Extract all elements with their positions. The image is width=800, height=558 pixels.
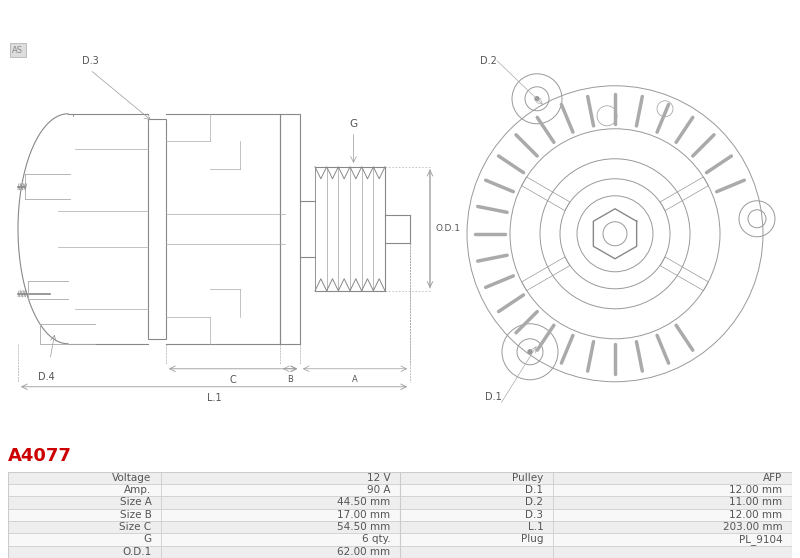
Text: 12.00 mm: 12.00 mm (730, 510, 782, 519)
FancyBboxPatch shape (400, 508, 553, 521)
Text: A: A (352, 375, 358, 384)
FancyBboxPatch shape (553, 533, 792, 546)
FancyBboxPatch shape (161, 484, 400, 496)
Text: Size B: Size B (119, 510, 151, 519)
FancyBboxPatch shape (553, 496, 792, 508)
FancyBboxPatch shape (8, 546, 161, 558)
Text: 62.00 mm: 62.00 mm (338, 547, 390, 557)
FancyBboxPatch shape (553, 508, 792, 521)
FancyBboxPatch shape (400, 521, 553, 533)
Text: D.4: D.4 (38, 372, 54, 382)
FancyBboxPatch shape (161, 521, 400, 533)
FancyBboxPatch shape (161, 496, 400, 508)
Text: L.1: L.1 (206, 393, 222, 403)
FancyBboxPatch shape (553, 472, 792, 484)
FancyBboxPatch shape (8, 472, 161, 484)
Text: Pulley: Pulley (512, 473, 543, 483)
FancyBboxPatch shape (8, 508, 161, 521)
FancyBboxPatch shape (8, 533, 161, 546)
Text: PL_9104: PL_9104 (739, 534, 782, 545)
Text: AFP: AFP (763, 473, 782, 483)
Text: O.D.1: O.D.1 (435, 224, 460, 233)
Text: L.1: L.1 (528, 522, 543, 532)
Text: Voltage: Voltage (112, 473, 151, 483)
Text: 11.00 mm: 11.00 mm (730, 497, 782, 507)
Text: 6 qty.: 6 qty. (362, 535, 390, 545)
Text: D.3: D.3 (82, 56, 98, 66)
Text: 203.00 mm: 203.00 mm (723, 522, 782, 532)
Circle shape (528, 350, 532, 354)
FancyBboxPatch shape (400, 472, 553, 484)
FancyBboxPatch shape (161, 533, 400, 546)
FancyBboxPatch shape (553, 484, 792, 496)
Circle shape (535, 97, 539, 101)
FancyBboxPatch shape (553, 546, 792, 558)
Text: D.1: D.1 (485, 392, 502, 402)
FancyBboxPatch shape (161, 546, 400, 558)
Text: D.3: D.3 (526, 510, 543, 519)
FancyBboxPatch shape (8, 496, 161, 508)
Text: 12.00 mm: 12.00 mm (730, 485, 782, 495)
Text: G: G (350, 119, 358, 129)
Text: O.D.1: O.D.1 (122, 547, 151, 557)
Text: D.1: D.1 (526, 485, 543, 495)
Text: A4077: A4077 (8, 447, 72, 465)
Text: 17.00 mm: 17.00 mm (338, 510, 390, 519)
Text: 54.50 mm: 54.50 mm (338, 522, 390, 532)
FancyBboxPatch shape (553, 521, 792, 533)
Text: D.2: D.2 (526, 497, 543, 507)
FancyBboxPatch shape (161, 472, 400, 484)
Text: D.2: D.2 (480, 56, 497, 66)
Text: Plug: Plug (521, 535, 543, 545)
FancyBboxPatch shape (400, 496, 553, 508)
Text: G: G (143, 535, 151, 545)
Text: 12 V: 12 V (367, 473, 390, 483)
FancyBboxPatch shape (400, 546, 553, 558)
FancyBboxPatch shape (8, 521, 161, 533)
FancyBboxPatch shape (8, 484, 161, 496)
Text: Size C: Size C (119, 522, 151, 532)
Text: Amp.: Amp. (124, 485, 151, 495)
FancyBboxPatch shape (161, 508, 400, 521)
Text: 90 A: 90 A (367, 485, 390, 495)
FancyBboxPatch shape (400, 484, 553, 496)
Text: C: C (230, 375, 236, 385)
Text: Size A: Size A (119, 497, 151, 507)
Text: AS: AS (12, 46, 23, 55)
Text: 44.50 mm: 44.50 mm (338, 497, 390, 507)
Text: B: B (287, 375, 293, 384)
FancyBboxPatch shape (400, 533, 553, 546)
